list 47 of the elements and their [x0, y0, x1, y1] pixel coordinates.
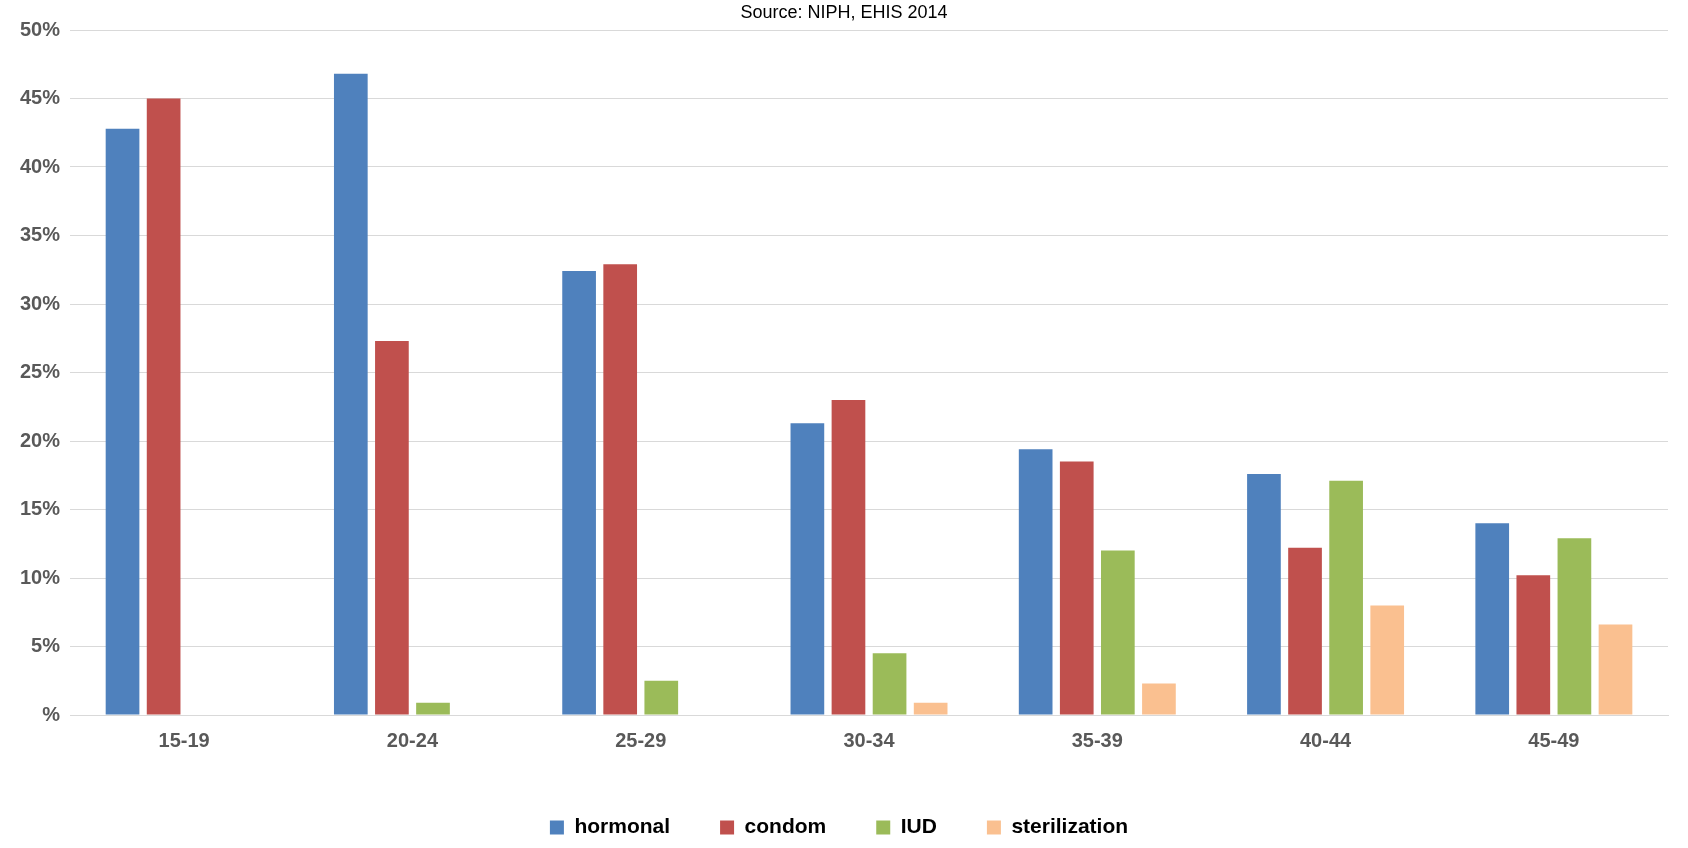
- bar: [831, 399, 866, 715]
- bar: [416, 702, 450, 715]
- x-tick-label: 35-39: [1071, 728, 1123, 751]
- y-tick-label: 20%: [20, 428, 61, 451]
- x-tick-label: 15-19: [158, 728, 210, 751]
- y-tick-label: 40%: [20, 154, 61, 177]
- bar: [1059, 461, 1094, 715]
- bar: [562, 271, 596, 715]
- y-tick-label: %: [42, 702, 61, 725]
- bar: [1598, 624, 1633, 715]
- bar: [1370, 605, 1405, 715]
- legend-label: hormonal: [574, 814, 671, 838]
- bar: [790, 423, 825, 715]
- x-tick-label: 30-34: [843, 728, 896, 751]
- legend-label: IUD: [900, 814, 937, 838]
- y-tick-label: 5%: [31, 634, 61, 657]
- y-tick-label: 15%: [20, 497, 61, 520]
- y-tick-label: 35%: [20, 223, 61, 246]
- source-note: Source: NIPH, EHIS 2014: [740, 1, 948, 22]
- bar: [375, 340, 409, 715]
- bar: [913, 702, 948, 715]
- x-tick-label: 25-29: [615, 728, 667, 751]
- y-tick-label: 45%: [20, 86, 61, 109]
- y-tick-label: 30%: [20, 291, 61, 314]
- bar: [146, 98, 181, 715]
- bar: [1329, 480, 1363, 715]
- bar: [872, 653, 907, 715]
- x-tick-label: 40-44: [1300, 728, 1353, 751]
- bar: [644, 680, 679, 715]
- bar: [1288, 547, 1322, 715]
- bar: [105, 128, 140, 715]
- x-tick-label: 20-24: [386, 728, 439, 751]
- y-tick-label: 10%: [20, 565, 61, 588]
- legend-label: condom: [744, 814, 827, 838]
- bar: [1142, 683, 1176, 715]
- bar: [1100, 550, 1135, 715]
- legend-label: sterilization: [1011, 814, 1129, 838]
- y-tick-label: 25%: [20, 360, 61, 383]
- x-tick-label: 45-49: [1528, 728, 1580, 751]
- y-tick-label: 50%: [20, 17, 61, 40]
- bar: [603, 264, 638, 715]
- bar: [1247, 473, 1281, 715]
- bar: [1516, 575, 1551, 715]
- bar: [1475, 523, 1510, 715]
- bar: [1018, 449, 1053, 715]
- bar: [1557, 538, 1592, 715]
- bar: [333, 73, 368, 715]
